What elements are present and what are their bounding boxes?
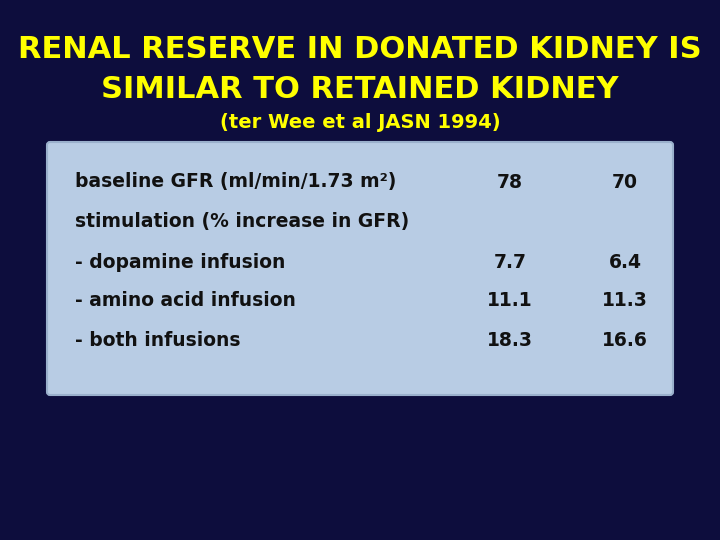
Text: baseline GFR (ml/min/1.73 m²): baseline GFR (ml/min/1.73 m²) xyxy=(75,172,397,192)
Text: RENAL RESERVE IN DONATED KIDNEY IS: RENAL RESERVE IN DONATED KIDNEY IS xyxy=(18,36,702,64)
Text: 78: 78 xyxy=(497,172,523,192)
Text: - amino acid infusion: - amino acid infusion xyxy=(75,291,296,309)
Text: (ter Wee et al JASN 1994): (ter Wee et al JASN 1994) xyxy=(220,112,500,132)
Text: - both infusions: - both infusions xyxy=(75,330,240,349)
Text: 6.4: 6.4 xyxy=(608,253,642,272)
Text: 7.7: 7.7 xyxy=(493,253,526,272)
FancyBboxPatch shape xyxy=(47,142,673,395)
Text: (ter Wee et al JASN 1994): (ter Wee et al JASN 1994) xyxy=(220,112,500,132)
Text: 16.6: 16.6 xyxy=(602,330,648,349)
Text: 11.3: 11.3 xyxy=(602,291,648,309)
Text: - dopamine infusion: - dopamine infusion xyxy=(75,253,285,272)
Text: 11.1: 11.1 xyxy=(487,291,533,309)
Text: SIMILAR TO RETAINED KIDNEY: SIMILAR TO RETAINED KIDNEY xyxy=(102,76,618,105)
Text: 18.3: 18.3 xyxy=(487,330,533,349)
Text: stimulation (% increase in GFR): stimulation (% increase in GFR) xyxy=(75,213,409,232)
Text: 70: 70 xyxy=(612,172,638,192)
